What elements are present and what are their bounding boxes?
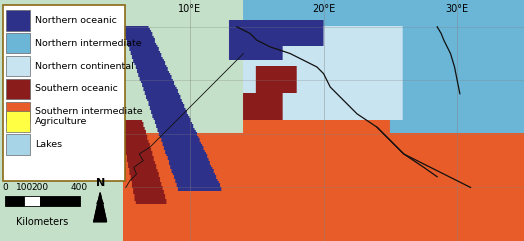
Bar <box>6 102 29 122</box>
Text: N: N <box>95 178 105 188</box>
Text: 100: 100 <box>16 183 33 192</box>
Text: 20°E: 20°E <box>312 4 335 14</box>
Text: 200: 200 <box>31 183 48 192</box>
Text: 0: 0 <box>2 183 8 192</box>
Bar <box>25 196 40 206</box>
Text: Southern oceanic: Southern oceanic <box>35 85 117 94</box>
Text: 10°E: 10°E <box>178 4 202 14</box>
Bar <box>5 196 25 206</box>
Text: 30°E: 30°E <box>445 4 469 14</box>
Bar <box>6 134 29 155</box>
Text: Agriculture: Agriculture <box>35 117 87 126</box>
Bar <box>6 10 29 31</box>
Text: Northern oceanic: Northern oceanic <box>35 16 116 25</box>
Bar <box>6 79 29 99</box>
Bar <box>3 5 125 181</box>
Text: 400: 400 <box>71 183 88 192</box>
Text: Lakes: Lakes <box>35 140 62 149</box>
Text: Kilometers: Kilometers <box>16 217 69 227</box>
Bar <box>40 196 80 206</box>
Text: Northern continental: Northern continental <box>35 62 134 71</box>
Bar <box>6 56 29 76</box>
Bar <box>6 111 29 132</box>
Text: Southern intermediate: Southern intermediate <box>35 107 143 116</box>
Bar <box>6 33 29 54</box>
Polygon shape <box>94 193 106 222</box>
Text: Northern intermediate: Northern intermediate <box>35 39 141 48</box>
